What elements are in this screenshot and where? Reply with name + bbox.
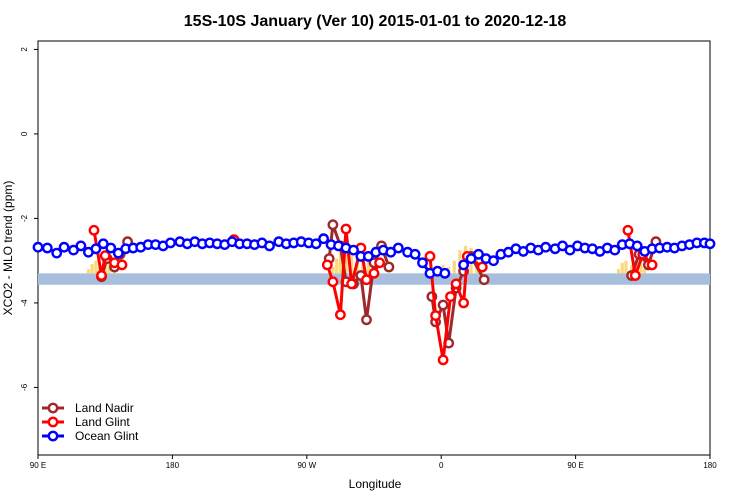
data-point-land-glint: [368, 267, 380, 279]
histogram-bar: [639, 258, 643, 274]
histogram-bar: [643, 268, 647, 274]
data-point-land-glint: [476, 261, 488, 273]
histogram-bar: [624, 260, 628, 274]
data-point-ocean-glint: [318, 233, 329, 245]
data-point-ocean-glint: [417, 257, 428, 269]
data-point-ocean-glint: [32, 241, 44, 253]
data-point-land-glint: [450, 278, 462, 290]
data-point-ocean-glint: [458, 259, 469, 271]
y-tick-label: -6: [20, 383, 29, 391]
data-point-land-glint: [96, 270, 107, 281]
histogram-bar: [331, 267, 335, 274]
y-tick-label: -4: [20, 299, 29, 307]
reference-band: [38, 273, 710, 285]
data-point-land-glint: [437, 354, 449, 366]
data-point-land-glint: [361, 274, 372, 286]
data-point-land-nadir: [383, 261, 395, 273]
x-tick-label: 180: [703, 461, 717, 470]
data-point-land-glint: [622, 224, 634, 236]
data-point-land-glint: [116, 259, 128, 271]
data-point-land-glint: [430, 310, 441, 321]
data-point-ocean-glint: [439, 267, 451, 279]
legend-label-ocean-glint: Ocean Glint: [75, 429, 139, 443]
y-tick-label: 0: [20, 131, 29, 136]
data-point-ocean-glint: [58, 241, 70, 253]
data-point-land-glint: [346, 278, 357, 290]
data-point-ocean-glint: [609, 244, 621, 256]
histogram-bar: [620, 262, 624, 274]
data-point-land-glint: [629, 270, 641, 281]
data-point-land-glint: [88, 224, 100, 236]
series-line-land-glint: [626, 230, 654, 277]
data-point-land-glint: [424, 250, 436, 262]
data-point-land-glint: [340, 223, 352, 235]
histogram-bar: [86, 269, 90, 274]
x-axis: 90 E 180 90 W 0 90 E 180: [30, 455, 717, 470]
y-tick-label: -2: [20, 214, 29, 222]
data-point-ocean-glint: [310, 238, 322, 250]
y-axis: 2 0 -2 -4 -6: [20, 47, 38, 391]
series-ocean-glint: [32, 233, 716, 279]
histogram-bar: [335, 258, 339, 274]
data-point-land-nadir: [361, 314, 372, 326]
series-layer: [32, 219, 716, 366]
data-point-ocean-glint: [105, 242, 117, 254]
chart-title: 15S-10S January (Ver 10) 2015-01-01 to 2…: [184, 13, 567, 30]
x-tick-label: 180: [166, 461, 180, 470]
data-point-land-glint: [327, 276, 339, 288]
data-point-land-glint: [445, 291, 456, 302]
data-point-ocean-glint: [409, 248, 421, 260]
data-point-ocean-glint: [90, 243, 102, 255]
data-point-ocean-glint: [75, 240, 87, 252]
legend-label-land-nadir: Land Nadir: [75, 401, 134, 415]
data-point-ocean-glint: [41, 242, 53, 254]
data-point-land-glint: [334, 309, 346, 321]
histogram-bar: [94, 260, 98, 274]
data-point-ocean-glint: [631, 240, 643, 252]
data-point-land-nadir: [478, 274, 490, 286]
reference-band-layer: [38, 273, 710, 285]
legend-item-ocean-glint: Ocean Glint: [42, 429, 139, 443]
data-point-land-nadir: [437, 299, 449, 311]
data-point-land-glint: [99, 250, 111, 262]
histogram-bar: [452, 260, 456, 274]
data-point-ocean-glint: [165, 237, 176, 249]
data-point-land-glint: [321, 259, 333, 271]
x-tick-label: 90 E: [30, 461, 46, 470]
histogram-bar: [344, 250, 348, 274]
data-point-ocean-glint: [392, 242, 404, 254]
x-tick-label: 90 W: [297, 461, 316, 470]
data-point-land-nadir: [327, 219, 339, 231]
histogram-bar: [616, 269, 621, 274]
data-point-land-glint: [646, 259, 658, 271]
histogram-bar: [338, 252, 342, 274]
y-tick-label: 2: [20, 47, 29, 52]
x-tick-label: 0: [439, 461, 444, 470]
legend-label-land-glint: Land Glint: [75, 415, 130, 429]
data-point-ocean-glint: [264, 240, 275, 252]
legend-marker-ocean-glint: [47, 430, 59, 442]
legend-marker-land-glint: [47, 416, 59, 428]
data-point-ocean-glint: [540, 241, 552, 253]
data-point-ocean-glint: [488, 255, 499, 267]
histogram-bar: [350, 252, 354, 274]
data-point-land-glint: [458, 297, 469, 309]
data-point-ocean-glint: [473, 248, 484, 260]
data-point-ocean-glint: [348, 244, 359, 256]
data-point-ocean-glint: [704, 238, 716, 250]
histogram-bar: [107, 258, 111, 274]
legend-item-land-nadir: Land Nadir: [42, 401, 134, 415]
x-tick-label: 90 E: [567, 461, 583, 470]
histogram-bar: [90, 264, 94, 274]
y-axis-label: XCO2 - MLO trend (ppm): [1, 181, 15, 316]
legend-marker-land-nadir: [47, 402, 59, 414]
x-axis-label: Longitude: [349, 477, 402, 491]
legend: Land Nadir Land Glint Ocean Glint: [42, 401, 139, 443]
legend-item-land-glint: Land Glint: [42, 415, 130, 429]
histogram-bar: [630, 264, 634, 274]
data-point-ocean-glint: [51, 247, 63, 259]
histogram-bar: [366, 260, 370, 274]
data-point-land-glint: [374, 257, 385, 269]
